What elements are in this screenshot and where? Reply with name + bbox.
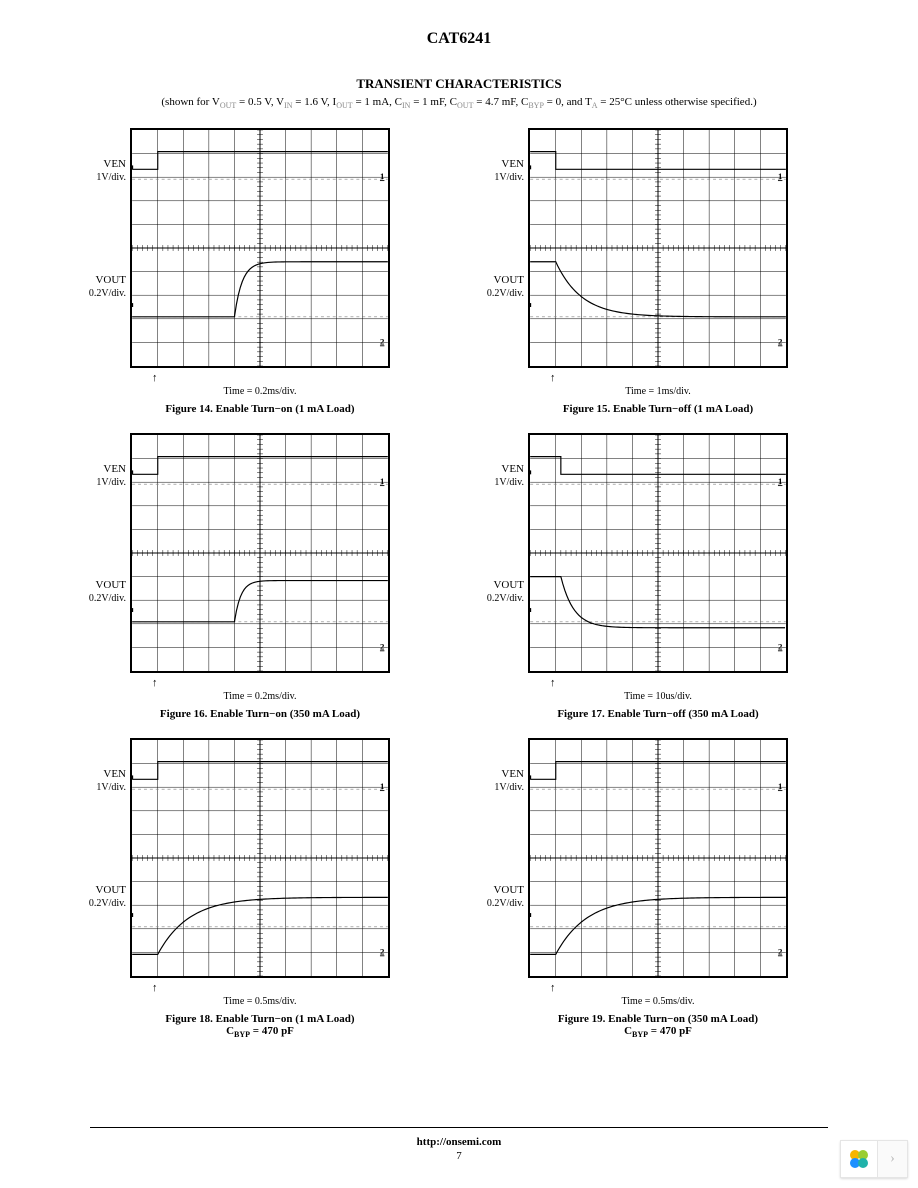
- scope-frame: 12: [528, 433, 788, 673]
- vdiv-label: 1V/div.: [96, 477, 126, 488]
- ven-label: VEN: [501, 463, 524, 475]
- vdiv-label: 1V/div.: [494, 477, 524, 488]
- footer-divider: [90, 1127, 828, 1128]
- svg-text:1: 1: [778, 781, 782, 791]
- scope-frame: 12: [528, 738, 788, 978]
- vdiv-label: 1V/div.: [494, 782, 524, 793]
- chart-row: VEN1V/div.VOUT0.2V/div.12↑Time = 0.2ms/d…: [90, 433, 828, 720]
- time-cursor-arrow-icon: ↑: [550, 373, 556, 384]
- vdiv-label: 1V/div.: [96, 782, 126, 793]
- time-base-label: Time = 1ms/div.: [488, 386, 828, 397]
- scope-frame: 12: [130, 128, 390, 368]
- vout-label: VOUT: [493, 579, 524, 591]
- vdiv-label: 1V/div.: [494, 172, 524, 183]
- floating-widget: ›: [840, 1140, 908, 1178]
- footer-url: http://onsemi.com: [0, 1136, 918, 1148]
- vdiv-label: 0.2V/div.: [89, 898, 126, 909]
- footer-page-number: 7: [0, 1150, 918, 1162]
- figure-caption: Figure 17. Enable Turn−off (350 mA Load): [488, 708, 828, 720]
- figure-caption: Figure 14. Enable Turn−on (1 mA Load): [90, 403, 430, 415]
- svg-text:1: 1: [380, 171, 384, 181]
- chart-cell: VEN1V/div.VOUT0.2V/div.12↑Time = 1ms/div…: [488, 128, 828, 415]
- vout-label: VOUT: [95, 274, 126, 286]
- ven-label: VEN: [501, 768, 524, 780]
- figure-caption: Figure 16. Enable Turn−on (350 mA Load): [90, 708, 430, 720]
- ven-label: VEN: [103, 463, 126, 475]
- time-cursor-arrow-icon: ↑: [152, 678, 158, 689]
- svg-text:1: 1: [380, 476, 384, 486]
- widget-logo-icon: [840, 1140, 878, 1178]
- vout-label: VOUT: [493, 884, 524, 896]
- scope-chart: VEN1V/div.VOUT0.2V/div.12: [528, 433, 788, 673]
- svg-text:2: 2: [380, 642, 385, 652]
- vout-label: VOUT: [493, 274, 524, 286]
- svg-text:2: 2: [380, 337, 385, 347]
- chart-cell: VEN1V/div.VOUT0.2V/div.12↑Time = 0.2ms/d…: [90, 433, 430, 720]
- charts-container: VEN1V/div.VOUT0.2V/div.12↑Time = 0.2ms/d…: [90, 128, 828, 1039]
- vdiv-label: 0.2V/div.: [487, 288, 524, 299]
- vdiv-label: 1V/div.: [96, 172, 126, 183]
- chart-cell: VEN1V/div.VOUT0.2V/div.12↑Time = 0.5ms/d…: [90, 738, 430, 1039]
- ven-label: VEN: [103, 158, 126, 170]
- vdiv-label: 0.2V/div.: [487, 593, 524, 604]
- ven-label: VEN: [103, 768, 126, 780]
- scope-frame: 12: [130, 433, 390, 673]
- figure-caption: Figure 18. Enable Turn−on (1 mA Load): [90, 1013, 430, 1025]
- scope-chart: VEN1V/div.VOUT0.2V/div.12: [130, 738, 390, 978]
- ven-label: VEN: [501, 158, 524, 170]
- time-base-label: Time = 0.2ms/div.: [90, 386, 430, 397]
- chart-cell: VEN1V/div.VOUT0.2V/div.12↑Time = 10us/di…: [488, 433, 828, 720]
- svg-text:1: 1: [380, 781, 384, 791]
- time-cursor-arrow-icon: ↑: [550, 678, 556, 689]
- svg-text:2: 2: [778, 337, 783, 347]
- scope-frame: 12: [528, 128, 788, 368]
- vout-label: VOUT: [95, 884, 126, 896]
- time-cursor-arrow-icon: ↑: [550, 983, 556, 994]
- figure-caption-sub: CBYP = 470 pF: [90, 1025, 430, 1039]
- vdiv-label: 0.2V/div.: [89, 288, 126, 299]
- page-title: CAT6241: [0, 0, 918, 48]
- time-base-label: Time = 0.2ms/div.: [90, 691, 430, 702]
- scope-chart: VEN1V/div.VOUT0.2V/div.12: [528, 738, 788, 978]
- vdiv-label: 0.2V/div.: [89, 593, 126, 604]
- time-base-label: Time = 10us/div.: [488, 691, 828, 702]
- svg-text:1: 1: [778, 476, 782, 486]
- figure-caption: Figure 15. Enable Turn−off (1 mA Load): [488, 403, 828, 415]
- svg-text:2: 2: [380, 947, 385, 957]
- figure-caption-sub: CBYP = 470 pF: [488, 1025, 828, 1039]
- widget-expand-button[interactable]: ›: [878, 1140, 908, 1178]
- time-cursor-arrow-icon: ↑: [152, 373, 158, 384]
- time-cursor-arrow-icon: ↑: [152, 983, 158, 994]
- conditions-text: (shown for VOUT = 0.5 V, VIN = 1.6 V, IO…: [0, 96, 918, 110]
- chart-row: VEN1V/div.VOUT0.2V/div.12↑Time = 0.2ms/d…: [90, 128, 828, 415]
- scope-chart: VEN1V/div.VOUT0.2V/div.12: [528, 128, 788, 368]
- scope-chart: VEN1V/div.VOUT0.2V/div.12: [130, 433, 390, 673]
- figure-caption: Figure 19. Enable Turn−on (350 mA Load): [488, 1013, 828, 1025]
- chevron-right-icon: ›: [890, 1151, 895, 1167]
- time-base-label: Time = 0.5ms/div.: [488, 996, 828, 1007]
- svg-text:2: 2: [778, 947, 783, 957]
- time-base-label: Time = 0.5ms/div.: [90, 996, 430, 1007]
- vout-label: VOUT: [95, 579, 126, 591]
- svg-text:1: 1: [778, 171, 782, 181]
- chart-cell: VEN1V/div.VOUT0.2V/div.12↑Time = 0.2ms/d…: [90, 128, 430, 415]
- section-title: TRANSIENT CHARACTERISTICS: [0, 76, 918, 92]
- vdiv-label: 0.2V/div.: [487, 898, 524, 909]
- scope-chart: VEN1V/div.VOUT0.2V/div.12: [130, 128, 390, 368]
- scope-frame: 12: [130, 738, 390, 978]
- chart-row: VEN1V/div.VOUT0.2V/div.12↑Time = 0.5ms/d…: [90, 738, 828, 1039]
- svg-text:2: 2: [778, 642, 783, 652]
- chart-cell: VEN1V/div.VOUT0.2V/div.12↑Time = 0.5ms/d…: [488, 738, 828, 1039]
